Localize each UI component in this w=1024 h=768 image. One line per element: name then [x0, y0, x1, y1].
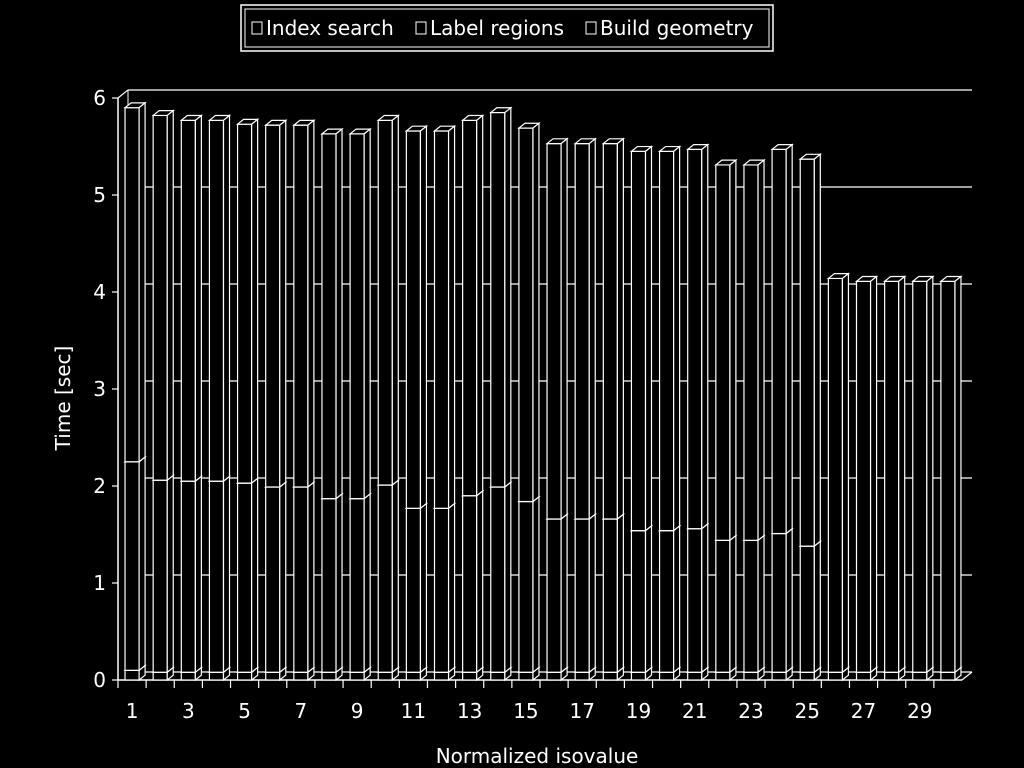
bar-build-geometry-19: [629, 145, 654, 532]
bar-build-geometry-16: [545, 137, 569, 521]
bar-label-regions-6: [263, 480, 288, 674]
bar-label-regions-20: [657, 524, 682, 674]
bar-label-regions-15: [517, 495, 541, 674]
y-tick-label-4: 4: [93, 280, 106, 304]
bar-label-regions-1: [123, 455, 147, 672]
bar-build-geometry-26: [826, 272, 851, 674]
bar-label-regions-16: [545, 512, 569, 674]
bar-label-regions-25: [798, 540, 823, 674]
bar-build-geometry-8: [320, 127, 344, 500]
x-axis-depth-right: [961, 671, 973, 681]
x-tick-label-7: 7: [294, 699, 307, 723]
legend-item-index-search: Index search: [251, 16, 394, 40]
bar-build-geometry-9: [348, 127, 372, 500]
bar-build-geometry-3: [179, 114, 204, 483]
bar-build-geometry-21: [685, 143, 710, 530]
x-tick-label-29: 29: [907, 699, 932, 723]
x-tick-label-23: 23: [738, 699, 763, 723]
bars: [123, 101, 963, 682]
bar-build-geometry-20: [657, 145, 682, 532]
bar-build-geometry-28: [882, 275, 907, 674]
bar-label-regions-8: [320, 492, 344, 674]
bar-build-geometry-5: [235, 118, 260, 485]
legend-item-label-regions: Label regions: [415, 16, 564, 40]
x-tick-label-5: 5: [238, 699, 251, 723]
x-tick-label-17: 17: [569, 699, 594, 723]
x-tick-label-9: 9: [351, 699, 364, 723]
y-axis-label: Time [sec]: [51, 346, 75, 452]
bar-build-geometry-17: [573, 137, 597, 521]
x-tick-label-25: 25: [795, 699, 820, 723]
bar-label-regions-12: [432, 502, 457, 674]
bar-build-geometry-12: [432, 124, 457, 510]
x-tick-labels: 1 3 5 7 9 11 13 15 17 19 21 23 25 27 29: [126, 699, 933, 723]
bar-build-geometry-25: [798, 153, 823, 548]
bar-build-geometry-1: [123, 101, 147, 463]
bar-label-regions-3: [179, 475, 204, 674]
bar-build-geometry-13: [460, 114, 485, 497]
legend-swatch-label-regions: [415, 21, 427, 35]
bar-label-regions-23: [742, 534, 766, 674]
legend-box: [240, 4, 774, 52]
bar-build-geometry-14: [489, 106, 513, 489]
y-tick-label-2: 2: [93, 474, 106, 498]
y-tick-label-1: 1: [93, 571, 106, 595]
bar-label-regions-21: [685, 522, 710, 674]
x-tick-label-15: 15: [513, 699, 538, 723]
y-axis-depth-top: [117, 89, 129, 99]
bar-label-regions-17: [573, 512, 597, 674]
bar-build-geometry-23: [742, 158, 766, 542]
legend-swatch-build-geometry: [585, 21, 597, 35]
x-tick-label-13: 13: [457, 699, 482, 723]
y-tick-label-0: 0: [93, 668, 106, 692]
y-tick-labels: 0 1 2 3 4 5 6: [93, 86, 106, 692]
legend-box-inner: [244, 8, 770, 48]
bar-build-geometry-22: [714, 158, 738, 542]
bar-label-regions-2: [151, 474, 175, 674]
bar-label-regions-19: [629, 524, 654, 674]
x-axis-label: Normalized isovalue: [436, 744, 639, 768]
x-tick-label-11: 11: [401, 699, 426, 723]
x-tick-label-3: 3: [182, 699, 195, 723]
bar-label-regions-18: [601, 512, 626, 674]
x-tick-label-27: 27: [851, 699, 876, 723]
bar-label-regions-5: [235, 477, 260, 674]
legend-item-build-geometry: Build geometry: [585, 16, 754, 40]
x-tick-label-19: 19: [626, 699, 651, 723]
y-tick-label-6: 6: [93, 86, 106, 110]
y-tick-label-3: 3: [93, 377, 106, 401]
bar-build-geometry-15: [517, 122, 541, 503]
bar-build-geometry-2: [151, 109, 175, 482]
x-tick-label-1: 1: [126, 699, 139, 723]
bar-build-geometry-30: [939, 275, 963, 674]
bar-build-geometry-18: [601, 137, 626, 521]
legend-label-label-regions: Label regions: [430, 16, 564, 40]
legend-label-build-geometry: Build geometry: [600, 16, 754, 40]
bar-build-geometry-27: [854, 275, 879, 674]
bar-label-regions-4: [207, 475, 232, 674]
bar-build-geometry-6: [263, 119, 288, 489]
bar-label-regions-22: [714, 534, 738, 674]
bar-label-regions-10: [376, 478, 401, 674]
bar-label-regions-14: [489, 480, 513, 674]
bar-label-regions-9: [348, 492, 372, 674]
legend-swatch-index-search: [251, 21, 263, 35]
bar-label-regions-24: [770, 527, 794, 674]
bar-label-regions-13: [460, 489, 485, 674]
legend: Index search Label regions Build geometr…: [240, 4, 774, 52]
bar-build-geometry-29: [911, 275, 935, 674]
bar-build-geometry-11: [404, 124, 429, 510]
x-tick-label-21: 21: [682, 699, 707, 723]
bar-build-geometry-24: [770, 143, 794, 535]
bar-build-geometry-10: [376, 114, 401, 487]
bar-label-regions-7: [292, 480, 316, 674]
bar-label-regions-11: [404, 502, 429, 674]
legend-label-index-search: Index search: [266, 16, 394, 40]
bar-build-geometry-4: [207, 114, 232, 483]
y-tick-label-5: 5: [93, 183, 106, 207]
bar-build-geometry-7: [292, 119, 316, 489]
